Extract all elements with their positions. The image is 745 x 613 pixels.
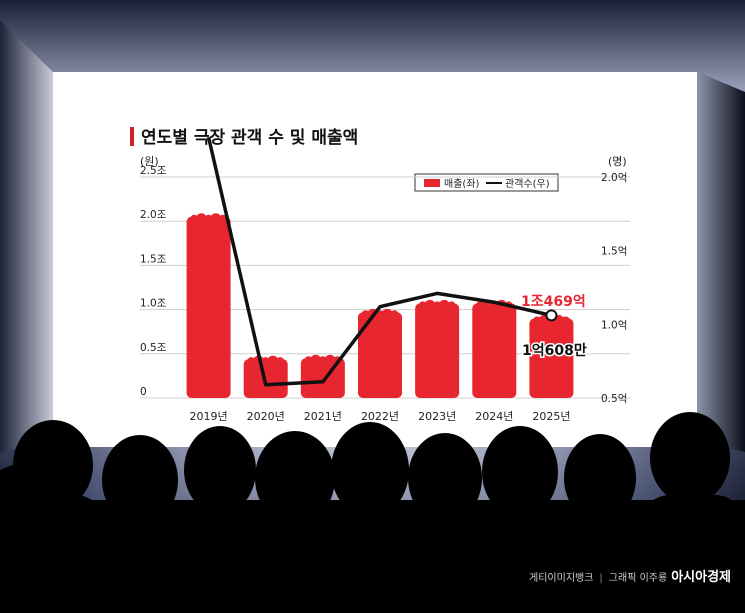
x-tick-label: 2020년 [247,410,285,423]
bar-body [358,312,402,398]
annotation-audience-2025: 1억608만 [522,343,587,359]
bar-body [529,318,574,398]
bar-popcorn-top [190,213,227,219]
bar [358,308,402,398]
right-tick-label: 1.5억 [601,246,627,258]
x-tick-label: 2023년 [418,410,456,423]
legend-swatch-sales [424,179,440,187]
audience-line [206,136,558,387]
left-tick-label: 2.5조 [140,165,167,177]
audience-point-2025 [545,309,558,322]
x-tick-label: 2021년 [304,410,342,423]
bar-popcorn-top [304,354,342,361]
x-axis-ticks: 2019년 2020년 2021년 2022년 2023년 2024년 2025년 [190,410,571,423]
right-tick-label: 2.0억 [601,172,627,184]
right-axis-ticks: 0.5억 1.0억 1.5억 2.0억 [601,172,627,405]
audience-line-path [206,136,552,387]
left-axis-unit: (원) [140,155,159,168]
audience-silhouettes [0,412,745,609]
left-tick-label: 0.5조 [140,342,167,354]
bar-body [415,303,460,398]
x-tick-label: 2024년 [475,410,513,423]
left-tick-label: 1.5조 [140,253,167,265]
left-wall [0,20,53,452]
credit-line: 게티이미지뱅크 | 그래픽 이주룡 아시아경제 [529,566,731,585]
bar [472,299,517,398]
bar [186,213,231,398]
credit-separator: | [599,573,603,584]
left-tick-label: 0 [140,386,147,398]
right-wall [697,72,745,452]
bar-popcorn-top [418,299,456,306]
left-axis-ticks: 0 0.5조 1.0조 1.5조 2.0조 2.5조 [140,165,167,398]
chart-title: 연도별 극장 관객 수 및 매출액 [141,128,358,148]
brand-logo: 아시아경제 [671,570,731,585]
title-accent-bar [130,127,134,146]
bar-body [186,216,231,398]
credit-source: 게티이미지뱅크 [529,573,594,584]
right-tick-label: 0.5억 [601,393,627,405]
x-tick-label: 2019년 [190,410,228,423]
bar [243,355,288,398]
right-axis-unit: (명) [608,155,627,168]
bar-popcorn-top [247,355,285,362]
legend: 매출(좌) 관객수(우) [414,173,559,192]
annotation-sales-2025: 1조469억 [521,294,586,310]
x-tick-label: 2025년 [532,410,570,423]
right-tick-label: 1.0억 [601,319,627,331]
legend-label-sales: 매출(좌) [444,178,480,190]
bar [415,299,460,398]
credit-graphic: 그래픽 이주룡 [608,573,668,584]
left-tick-label: 1.0조 [140,298,167,310]
bar-popcorn-top [361,308,399,315]
legend-label-audience: 관객수(우) [505,178,550,190]
x-tick-label: 2022년 [361,410,399,423]
ceiling [0,0,745,92]
left-tick-label: 2.0조 [140,209,167,221]
bar-body [472,303,517,398]
